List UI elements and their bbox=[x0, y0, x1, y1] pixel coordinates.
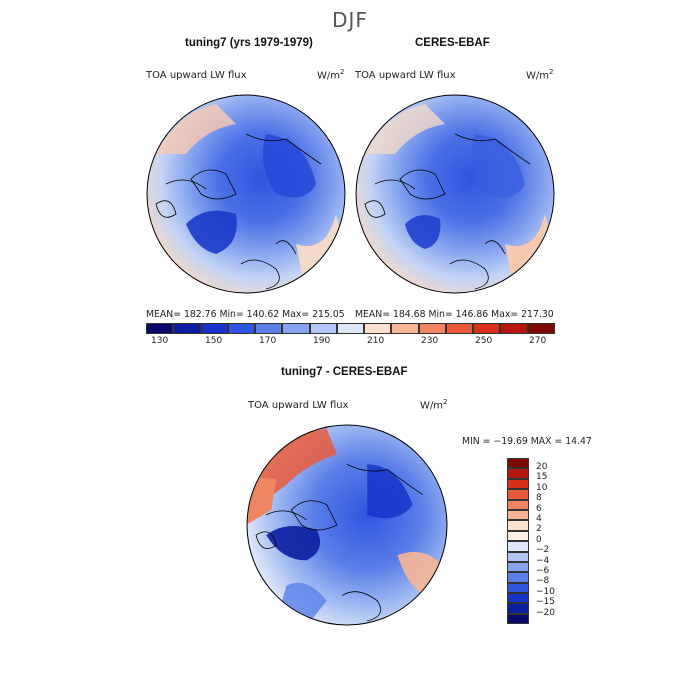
colorbar-tick: 270 bbox=[529, 336, 547, 346]
colorbar-swatch bbox=[146, 323, 174, 334]
colorbar-swatch bbox=[255, 323, 283, 334]
diff-colorbar-swatch bbox=[507, 572, 529, 583]
colorbar-swatch bbox=[418, 323, 446, 334]
diff-colorbar-swatch bbox=[507, 468, 529, 479]
diff-colorbar-tick: 8 bbox=[536, 493, 542, 504]
panel-left-title: tuning7 (yrs 1979-1979) bbox=[185, 37, 313, 49]
diff-title: tuning7 - CERES-EBAF bbox=[281, 366, 408, 378]
diff-colorbar-tick: 4 bbox=[536, 514, 542, 524]
diff-colorbar-swatch bbox=[507, 582, 529, 594]
diff-colorbar-tick: −2 bbox=[536, 545, 550, 556]
diff-colorbar-tick: −15 bbox=[536, 597, 555, 608]
colorbar-tick: 150 bbox=[205, 336, 223, 346]
shared-colorbar-ticks: 130 150 170 190 210 230 250 270 bbox=[146, 336, 555, 348]
colorbar-tick: 130 bbox=[151, 336, 169, 346]
diff-colorbar-tick: −8 bbox=[536, 576, 550, 587]
diff-colorbar bbox=[507, 458, 529, 625]
season-title: DJF bbox=[332, 8, 368, 32]
panel-right-var-label: TOA upward LW flux bbox=[355, 70, 456, 81]
diff-colorbar-tick: −4 bbox=[536, 555, 550, 566]
map-observation bbox=[355, 94, 555, 294]
diff-colorbar-swatch bbox=[507, 509, 529, 521]
colorbar-swatch bbox=[527, 323, 555, 334]
diff-colorbar-swatch bbox=[507, 613, 529, 625]
diff-colorbar-tick: 2 bbox=[536, 524, 542, 535]
shared-colorbar bbox=[146, 323, 555, 334]
colorbar-swatch bbox=[227, 323, 256, 334]
diff-colorbar-swatch bbox=[507, 458, 529, 469]
diff-colorbar-tick: 0 bbox=[536, 534, 542, 545]
diff-colorbar-swatch bbox=[507, 478, 529, 490]
colorbar-swatch bbox=[336, 323, 365, 334]
panel-left-var-label: TOA upward LW flux bbox=[146, 70, 247, 81]
diff-colorbar-tick: 10 bbox=[536, 482, 548, 493]
diff-colorbar-swatch bbox=[507, 530, 529, 542]
diff-colorbar-swatch bbox=[507, 603, 529, 614]
diff-colorbar-tick: 6 bbox=[536, 503, 542, 514]
colorbar-swatch bbox=[200, 323, 228, 334]
diff-units: W/m2 bbox=[420, 398, 448, 412]
diff-colorbar-swatch bbox=[507, 489, 529, 500]
colorbar-swatch bbox=[364, 323, 392, 334]
panel-right-title: CERES-EBAF bbox=[415, 37, 490, 49]
panel-left-stats: MEAN= 182.76 Min= 140.62 Max= 215.05 bbox=[146, 309, 345, 320]
diff-colorbar-tick: 15 bbox=[536, 472, 548, 483]
colorbar-swatch bbox=[445, 323, 474, 334]
diff-colorbar-swatch bbox=[507, 561, 529, 573]
diff-colorbar-tick: −20 bbox=[536, 607, 555, 618]
colorbar-tick: 190 bbox=[313, 336, 331, 346]
diff-colorbar-ticks: 20 15 10 8 6 4 2 0 −2 −4 −6 −8 −10 −15 −… bbox=[536, 463, 576, 623]
diff-colorbar-tick: −10 bbox=[536, 586, 555, 597]
diff-colorbar-tick: −6 bbox=[536, 566, 550, 576]
diff-colorbar-swatch bbox=[507, 520, 529, 531]
diff-colorbar-swatch bbox=[507, 593, 529, 604]
colorbar-swatch bbox=[391, 323, 419, 334]
colorbar-tick: 230 bbox=[421, 336, 439, 346]
map-difference bbox=[246, 424, 448, 626]
panel-right-stats: MEAN= 184.68 Min= 146.86 Max= 217.30 bbox=[355, 309, 554, 320]
panel-left-units: W/m2 bbox=[317, 68, 345, 82]
colorbar-swatch bbox=[309, 323, 337, 334]
colorbar-tick: 250 bbox=[475, 336, 493, 346]
diff-stats: MIN = −19.69 MAX = 14.47 bbox=[462, 436, 592, 447]
diff-var-label: TOA upward LW flux bbox=[248, 400, 349, 411]
colorbar-swatch bbox=[500, 323, 528, 334]
diff-colorbar-tick: 20 bbox=[536, 462, 548, 472]
colorbar-swatch bbox=[473, 323, 501, 334]
colorbar-tick: 170 bbox=[259, 336, 277, 346]
colorbar-swatch bbox=[282, 323, 310, 334]
diff-colorbar-swatch bbox=[507, 499, 529, 510]
diff-colorbar-swatch bbox=[507, 551, 529, 562]
diff-colorbar-swatch bbox=[507, 541, 529, 552]
map-model bbox=[146, 94, 346, 294]
panel-right-units: W/m2 bbox=[526, 68, 554, 82]
colorbar-tick: 210 bbox=[367, 336, 385, 346]
colorbar-swatch bbox=[173, 323, 201, 334]
